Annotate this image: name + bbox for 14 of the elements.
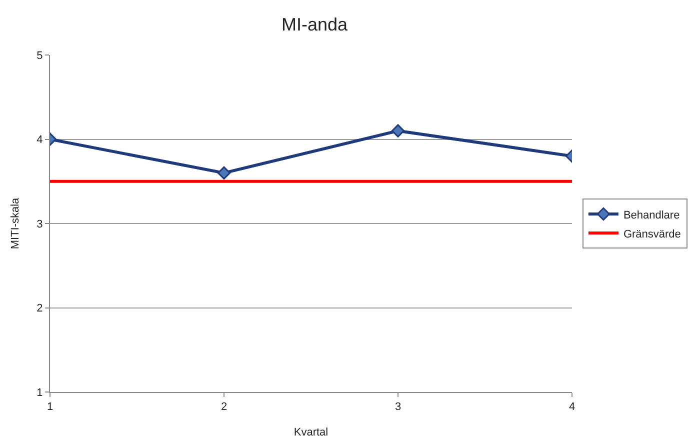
- x-tick-label: 4: [568, 401, 576, 414]
- x-tick-label: 1: [46, 401, 54, 414]
- y-tick-label: 5: [36, 50, 43, 62]
- x-tick-label: 2: [220, 401, 228, 414]
- y-tick-label: 1: [36, 386, 43, 399]
- y-tick-label: 3: [36, 218, 43, 230]
- x-axis-title: Kvartal: [294, 426, 328, 438]
- legend-label: Gränsvärde: [623, 228, 681, 240]
- y-tick-label: 4: [36, 134, 43, 146]
- legend-label: Behandlare: [623, 209, 680, 222]
- y-tick-label: 2: [36, 302, 43, 315]
- x-tick-label: 3: [394, 401, 402, 414]
- chart-title: MI-anda: [282, 14, 349, 35]
- y-axis-title: MITI-skala: [9, 196, 22, 250]
